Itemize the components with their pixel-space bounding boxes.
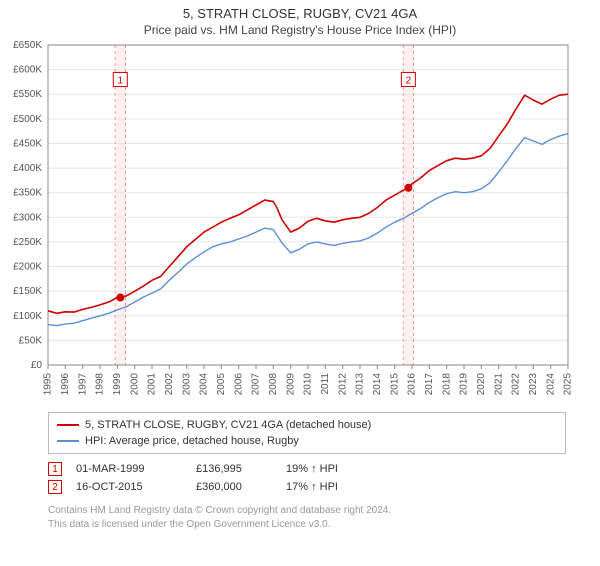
svg-text:1998: 1998 — [95, 373, 106, 396]
attribution-line: Contains HM Land Registry data © Crown c… — [48, 504, 566, 518]
legend-swatch — [57, 440, 79, 442]
svg-text:2012: 2012 — [337, 373, 348, 396]
svg-text:2003: 2003 — [181, 373, 192, 396]
svg-text:£300K: £300K — [13, 212, 42, 223]
svg-text:2013: 2013 — [355, 373, 366, 396]
svg-text:2024: 2024 — [545, 373, 556, 396]
svg-text:£0: £0 — [31, 360, 43, 371]
sale-date: 01-MAR-1999 — [76, 463, 196, 475]
svg-text:1999: 1999 — [112, 373, 123, 396]
svg-text:£650K: £650K — [13, 41, 42, 51]
svg-text:£550K: £550K — [13, 89, 42, 100]
sale-price: £136,995 — [196, 463, 286, 475]
svg-text:2006: 2006 — [233, 373, 244, 396]
svg-text:2005: 2005 — [216, 373, 227, 396]
svg-text:2002: 2002 — [164, 373, 175, 396]
legend-row: 5, STRATH CLOSE, RUGBY, CV21 4GA (detach… — [57, 417, 557, 433]
svg-text:£150K: £150K — [13, 286, 42, 297]
svg-text:£250K: £250K — [13, 237, 42, 248]
svg-text:2: 2 — [406, 75, 412, 86]
legend-label: HPI: Average price, detached house, Rugb… — [85, 435, 299, 447]
legend-label: 5, STRATH CLOSE, RUGBY, CV21 4GA (detach… — [85, 419, 371, 431]
price-chart: £0 £50K £100K £150K £200K £250K £300K £350K £400… — [0, 41, 600, 408]
svg-text:2022: 2022 — [511, 373, 522, 396]
svg-text:2020: 2020 — [476, 373, 487, 396]
svg-text:£600K: £600K — [13, 65, 42, 76]
legend-row: HPI: Average price, detached house, Rugb… — [57, 433, 557, 449]
svg-text:2004: 2004 — [199, 373, 210, 396]
sale-marker: 2 — [48, 480, 62, 494]
svg-text:2000: 2000 — [129, 373, 140, 396]
legend: 5, STRATH CLOSE, RUGBY, CV21 4GA (detach… — [48, 412, 566, 454]
svg-text:2007: 2007 — [251, 373, 262, 396]
svg-text:1997: 1997 — [77, 373, 88, 396]
svg-text:1995: 1995 — [43, 373, 54, 396]
svg-text:2015: 2015 — [389, 373, 400, 396]
sale-row: 2 16-OCT-2015£360,00017% ↑ HPI — [48, 478, 566, 496]
svg-text:2001: 2001 — [147, 373, 158, 396]
svg-text:£350K: £350K — [13, 188, 42, 199]
svg-text:2021: 2021 — [493, 373, 504, 396]
attribution: Contains HM Land Registry data © Crown c… — [48, 504, 566, 531]
svg-text:2010: 2010 — [303, 373, 314, 396]
svg-text:£100K: £100K — [13, 311, 42, 322]
svg-text:2016: 2016 — [407, 373, 418, 396]
sale-date: 16-OCT-2015 — [76, 481, 196, 493]
svg-text:£500K: £500K — [13, 114, 42, 125]
svg-text:£400K: £400K — [13, 163, 42, 174]
svg-text:2023: 2023 — [528, 373, 539, 396]
sales-table: 1 01-MAR-1999£136,99519% ↑ HPI 2 16-OCT-201… — [48, 460, 566, 496]
attribution-line: This data is licensed under the Open Gov… — [48, 518, 566, 532]
legend-swatch — [57, 424, 79, 426]
page-title: 5, STRATH CLOSE, RUGBY, CV21 4GA — [0, 6, 600, 21]
sale-diff: 17% ↑ HPI — [286, 481, 338, 493]
sale-row: 1 01-MAR-1999£136,99519% ↑ HPI — [48, 460, 566, 478]
svg-text:2019: 2019 — [459, 373, 470, 396]
svg-text:2011: 2011 — [320, 373, 331, 395]
svg-text:£50K: £50K — [19, 335, 43, 346]
svg-text:£200K: £200K — [13, 262, 42, 273]
sale-diff: 19% ↑ HPI — [286, 463, 338, 475]
page-subtitle: Price paid vs. HM Land Registry's House … — [0, 23, 600, 37]
svg-text:2009: 2009 — [285, 373, 296, 396]
sale-marker: 1 — [48, 462, 62, 476]
svg-text:2025: 2025 — [563, 373, 574, 396]
svg-text:2014: 2014 — [372, 373, 383, 396]
svg-text:2018: 2018 — [441, 373, 452, 396]
svg-text:1: 1 — [117, 75, 123, 86]
sale-price: £360,000 — [196, 481, 286, 493]
svg-text:2008: 2008 — [268, 373, 279, 396]
svg-text:£450K: £450K — [13, 138, 42, 149]
svg-text:2017: 2017 — [424, 373, 435, 396]
svg-text:1996: 1996 — [60, 373, 71, 396]
